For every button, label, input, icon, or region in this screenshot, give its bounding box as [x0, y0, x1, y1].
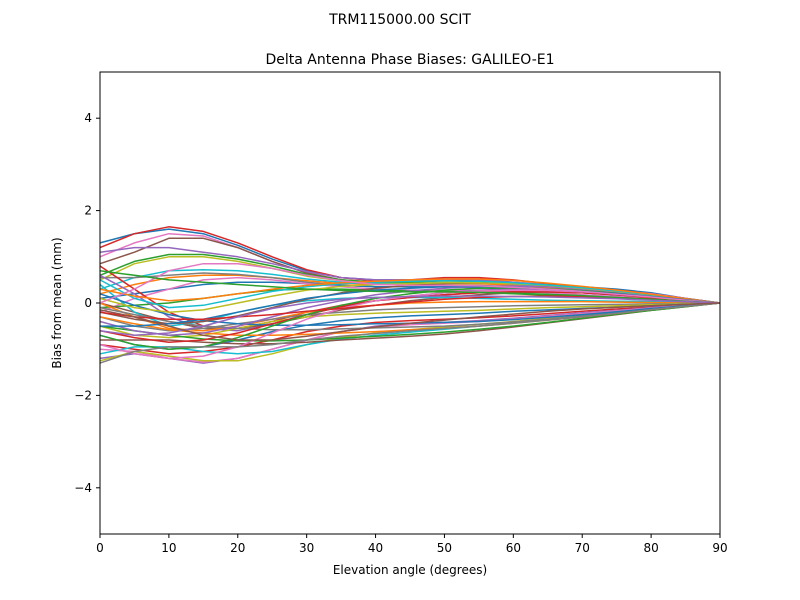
x-tick-label: 40 [368, 541, 383, 555]
x-tick-label: 0 [96, 541, 104, 555]
x-axis-label: Elevation angle (degrees) [333, 563, 487, 577]
x-tick-label: 20 [230, 541, 245, 555]
series-line-46 [99, 302, 721, 341]
x-tick-label: 10 [161, 541, 176, 555]
chart-suptitle: TRM115000.00 SCIT [328, 12, 471, 28]
series-line-12 [99, 276, 721, 313]
y-tick-label: 2 [84, 204, 92, 218]
series-line-38 [99, 279, 721, 309]
y-tick-label: 4 [84, 111, 92, 125]
y-tick-label: −4 [74, 481, 92, 495]
series-line-44 [99, 269, 721, 304]
series-line-39 [99, 278, 721, 304]
x-tick-label: 30 [299, 541, 314, 555]
series-line-19 [99, 302, 721, 332]
series-line-43 [99, 262, 721, 304]
chart-title: Delta Antenna Phase Biases: GALILEO-E1 [265, 52, 554, 68]
y-axis-label: Bias from mean (mm) [50, 237, 64, 368]
series-line-24 [99, 302, 721, 363]
x-tick-label: 50 [437, 541, 452, 555]
series-line-40 [99, 302, 721, 364]
series-group [99, 226, 721, 364]
y-tick-label: 0 [84, 296, 92, 310]
x-ticks: 0 10 20 30 40 50 60 70 80 90 [96, 534, 728, 555]
series-line-18 [99, 300, 720, 332]
x-tick-label: 70 [575, 541, 590, 555]
series-line-28 [99, 302, 721, 342]
x-tick-label: 80 [643, 541, 658, 555]
y-tick-label: −2 [74, 388, 92, 402]
y-ticks: −4 −2 0 2 4 [74, 111, 100, 495]
x-tick-label: 90 [712, 541, 727, 555]
series-line-45 [99, 295, 721, 337]
x-tick-label: 60 [506, 541, 521, 555]
